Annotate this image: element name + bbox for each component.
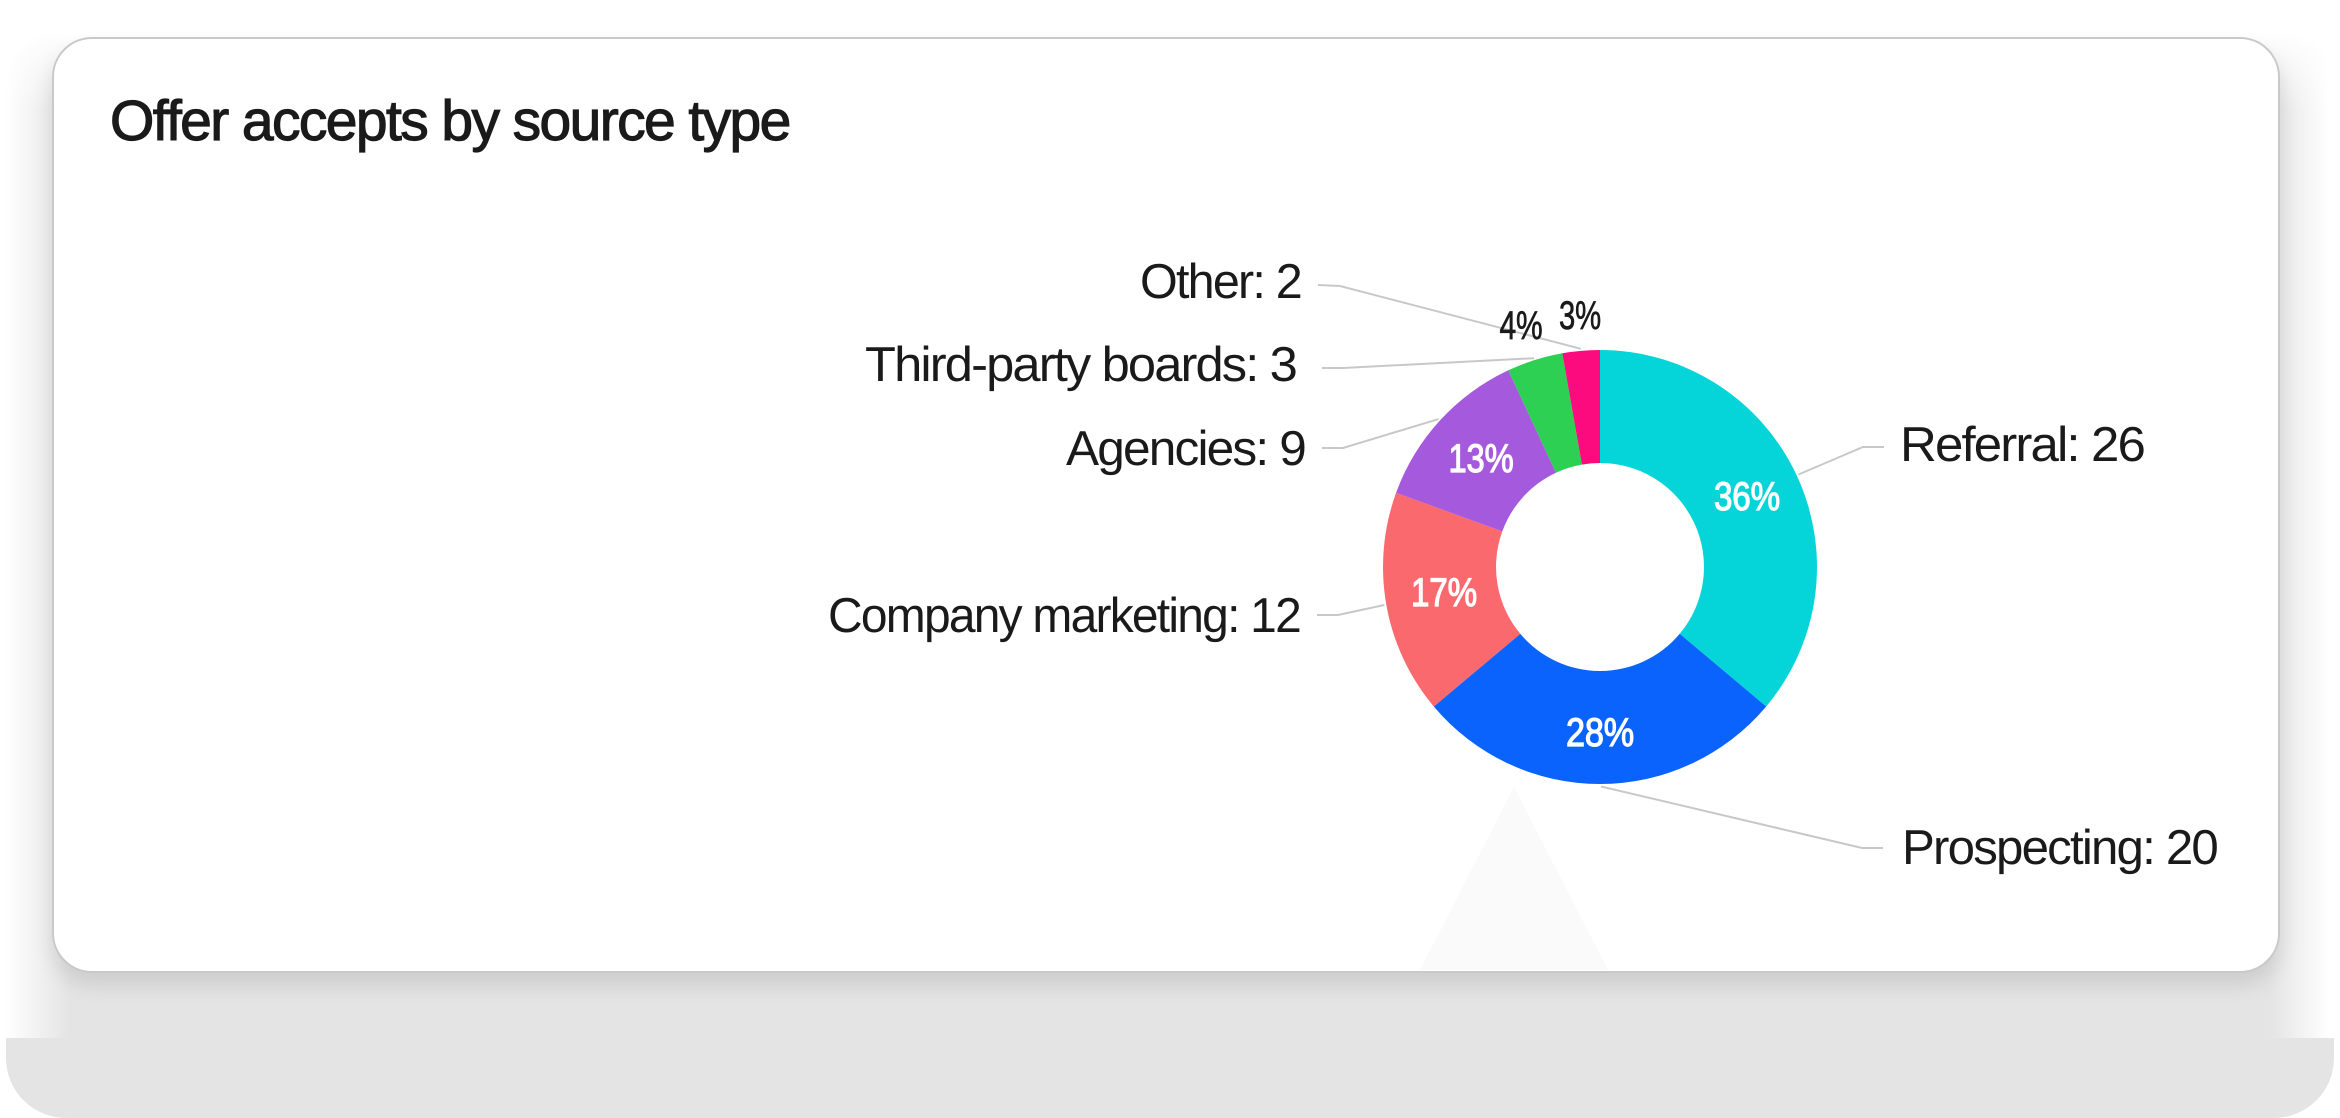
svg-text:13%: 13% bbox=[1449, 437, 1514, 481]
svg-text:36%: 36% bbox=[1714, 475, 1780, 519]
svg-text:28%: 28% bbox=[1566, 711, 1634, 755]
svg-text:Agencies: 9: Agencies: 9 bbox=[1066, 422, 1305, 476]
svg-text:4%: 4% bbox=[1500, 304, 1543, 348]
svg-text:Prospecting: 20: Prospecting: 20 bbox=[1902, 821, 2218, 875]
svg-text:Company marketing: 12: Company marketing: 12 bbox=[828, 589, 1300, 643]
svg-text:3%: 3% bbox=[1559, 294, 1601, 338]
svg-text:17%: 17% bbox=[1411, 571, 1477, 615]
svg-text:Other: 2: Other: 2 bbox=[1140, 255, 1301, 309]
svg-text:Referral: 26: Referral: 26 bbox=[1900, 418, 2145, 472]
svg-text:Third-party boards: 3: Third-party boards: 3 bbox=[865, 338, 1297, 392]
